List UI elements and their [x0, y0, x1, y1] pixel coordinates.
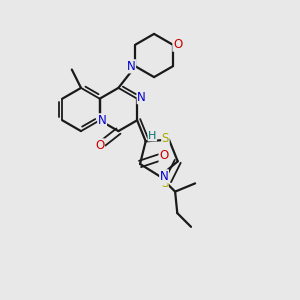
Text: O: O: [173, 38, 182, 51]
Text: O: O: [95, 139, 104, 152]
Text: N: N: [160, 170, 168, 183]
Text: H: H: [148, 131, 157, 141]
Text: N: N: [98, 114, 106, 127]
Text: S: S: [161, 176, 168, 190]
Text: N: N: [127, 60, 136, 73]
Text: O: O: [159, 149, 168, 163]
Text: N: N: [137, 91, 146, 104]
Text: S: S: [162, 132, 169, 145]
